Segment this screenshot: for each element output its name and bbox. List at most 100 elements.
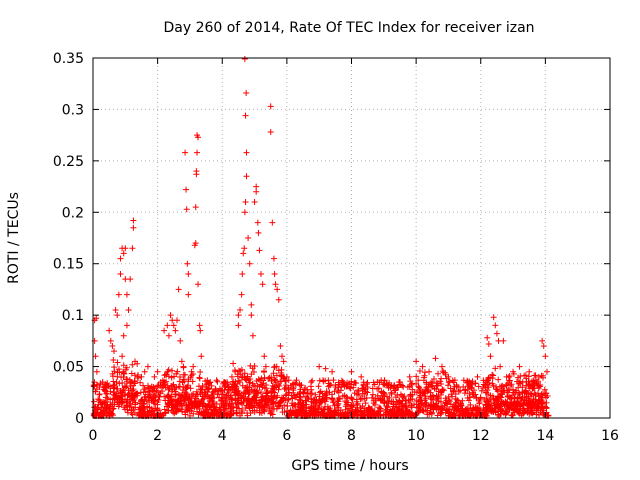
noise-point bbox=[223, 392, 230, 399]
noise-point bbox=[523, 375, 530, 382]
noise-point bbox=[416, 384, 423, 391]
data-point bbox=[510, 368, 517, 375]
noise-point bbox=[450, 379, 457, 386]
noise-point bbox=[533, 404, 540, 411]
noise-point bbox=[129, 411, 136, 418]
noise-point bbox=[112, 392, 119, 399]
noise-point bbox=[377, 405, 384, 412]
data-point bbox=[267, 103, 274, 110]
data-point bbox=[516, 363, 523, 370]
noise-point bbox=[297, 393, 304, 400]
noise-point bbox=[249, 396, 256, 403]
x-tick-label: 0 bbox=[89, 428, 98, 444]
noise-point bbox=[234, 371, 241, 378]
data-point bbox=[228, 373, 235, 380]
data-point bbox=[235, 322, 242, 329]
data-point bbox=[539, 337, 546, 344]
noise-point bbox=[162, 409, 169, 416]
noise-point bbox=[213, 401, 220, 408]
noise-point bbox=[240, 398, 247, 405]
data-point bbox=[246, 260, 253, 267]
noise-point bbox=[271, 364, 278, 371]
noise-point bbox=[235, 367, 242, 374]
noise-point bbox=[390, 403, 397, 410]
data-point bbox=[364, 384, 371, 391]
noise-point bbox=[300, 402, 307, 409]
data-point bbox=[241, 209, 248, 216]
data-point bbox=[249, 332, 256, 339]
noise-point bbox=[197, 369, 204, 376]
noise-point bbox=[95, 396, 102, 403]
data-point bbox=[487, 353, 494, 360]
noise-point bbox=[498, 391, 505, 398]
noise-point bbox=[412, 411, 419, 418]
data-point bbox=[432, 355, 439, 362]
x-tick-label: 10 bbox=[407, 428, 425, 444]
noise-point bbox=[437, 410, 444, 417]
noise-point bbox=[282, 397, 289, 404]
data-point bbox=[419, 363, 426, 370]
noise-point bbox=[196, 409, 203, 416]
data-point bbox=[492, 322, 499, 329]
noise-point bbox=[450, 388, 457, 395]
noise-point bbox=[258, 389, 265, 396]
data-point bbox=[141, 368, 148, 375]
data-point bbox=[396, 379, 403, 385]
noise-point bbox=[128, 370, 135, 377]
noise-point bbox=[224, 390, 231, 397]
data-point bbox=[175, 286, 182, 293]
noise-point bbox=[230, 360, 237, 367]
noise-point bbox=[155, 396, 162, 403]
data-point bbox=[182, 149, 189, 156]
data-point bbox=[242, 112, 249, 119]
noise-point bbox=[330, 377, 337, 384]
noise-point bbox=[177, 400, 184, 407]
noise-point bbox=[229, 404, 236, 411]
noise-point bbox=[344, 379, 351, 386]
noise-point bbox=[386, 409, 393, 416]
x-tick-label: 6 bbox=[282, 428, 291, 444]
noise-point bbox=[217, 406, 224, 413]
noise-point bbox=[150, 395, 157, 402]
noise-point bbox=[525, 400, 532, 407]
data-point bbox=[185, 291, 192, 298]
noise-point bbox=[407, 378, 414, 385]
noise-point bbox=[394, 392, 401, 399]
noise-point bbox=[447, 385, 454, 392]
noise-point bbox=[169, 382, 176, 389]
noise-point bbox=[317, 388, 324, 395]
data-point bbox=[262, 363, 269, 370]
noise-point bbox=[430, 394, 437, 401]
noise-point bbox=[369, 391, 376, 398]
noise-point bbox=[155, 389, 162, 396]
noise-point bbox=[438, 375, 445, 382]
noise-point bbox=[516, 410, 523, 417]
data-point bbox=[119, 353, 126, 360]
x-tick-label: 12 bbox=[472, 428, 490, 444]
data-point bbox=[251, 199, 258, 205]
data-point bbox=[277, 343, 284, 349]
noise-point bbox=[178, 392, 185, 399]
noise-point bbox=[220, 401, 227, 408]
noise-point bbox=[147, 385, 154, 392]
noise-point bbox=[394, 384, 401, 391]
data-point bbox=[197, 327, 204, 334]
noise-point bbox=[182, 371, 189, 378]
noise-point bbox=[439, 406, 446, 413]
noise-point bbox=[361, 386, 368, 393]
noise-point bbox=[110, 405, 117, 412]
noise-point bbox=[420, 390, 427, 397]
data-point bbox=[192, 204, 199, 211]
noise-point bbox=[409, 386, 416, 393]
noise-point bbox=[197, 386, 204, 393]
noise-point bbox=[172, 391, 179, 398]
noise-point bbox=[388, 390, 395, 397]
y-axis-label: ROTI / TECUs bbox=[6, 192, 22, 284]
noise-point bbox=[395, 407, 402, 414]
noise-point bbox=[248, 386, 255, 393]
noise-point bbox=[319, 408, 326, 415]
noise-point bbox=[445, 396, 452, 403]
noise-point bbox=[177, 373, 184, 380]
noise-point bbox=[315, 383, 322, 390]
noise-point bbox=[171, 385, 178, 392]
